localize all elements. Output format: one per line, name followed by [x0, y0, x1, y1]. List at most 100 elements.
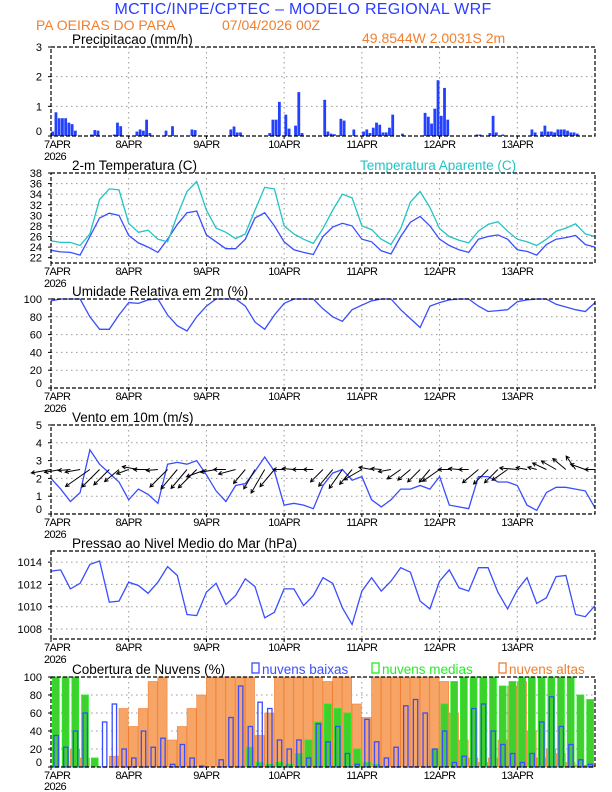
precip-bar [443, 87, 446, 136]
header-coords: 49.8544W 2.0031S 2m [362, 30, 505, 46]
legend-low-label: nuvens baixas [262, 662, 349, 677]
y-tick-label: 1014 [18, 557, 42, 569]
header-location: PA OEIRAS DO PARA [36, 17, 176, 33]
wind-arrow [328, 469, 343, 490]
x-tick-label: 11APR [346, 391, 378, 403]
wind-arrow [64, 469, 81, 474]
wind-marks [30, 448, 596, 512]
legend-medium-label: nuvens medias [382, 662, 473, 677]
y-tick-label: 28 [30, 221, 42, 233]
precip-bar [342, 120, 346, 136]
x-tick-label: 7APR [44, 642, 71, 654]
x-tick-label: 11APR [346, 642, 378, 654]
wind-arrow [145, 467, 158, 473]
precip-bar [559, 129, 563, 136]
x-tick-label: 9APR [193, 139, 220, 151]
clouds-panel: 020 40 60 80 100 7APR 8APR 9APR 10APR 11APR 12APR 1… [24, 672, 596, 792]
precip-bar [572, 132, 576, 136]
precip-bar [329, 133, 333, 136]
legend-medium-swatch [371, 662, 380, 674]
precip-bar [488, 133, 492, 136]
wind-arrow [483, 469, 499, 484]
precip-bar [93, 130, 97, 136]
x-tick-label: 10APR [268, 139, 301, 151]
x-tick-label: 11APR [346, 139, 378, 151]
wind-arrow [437, 467, 450, 472]
wind-arrow [272, 467, 285, 472]
precip-bar [575, 133, 579, 136]
wind-arrow [357, 465, 372, 471]
precip-bar [543, 125, 547, 136]
y-tick-label: 3 [36, 456, 42, 468]
precip-bar [426, 116, 430, 136]
x-tick-label: 11APR [346, 266, 378, 278]
y-tick-label: 1 [36, 101, 42, 113]
cloud-medium-bar [518, 676, 526, 768]
cloud-low-bar [441, 730, 448, 768]
cloud-low-bar [111, 703, 118, 768]
wind-arrow [461, 469, 479, 484]
wind-arrow [531, 462, 547, 470]
precip-bar [54, 112, 58, 136]
rh-panel: 020 40 60 80 100 7APR 8APR 9APR 10APR 11APR 12APR 1… [24, 294, 596, 415]
y-tick-label: 1008 [18, 624, 42, 636]
pressure-marks [50, 560, 596, 627]
x-tick-label: 7APR [44, 139, 71, 151]
precip-bar [51, 131, 55, 136]
cloud-medium-bar [460, 676, 468, 768]
x-tick-label: 13APR [501, 642, 534, 654]
cloud-low-bar [62, 746, 69, 768]
pressure-title: Pressao ao Nivel Medio do Mar (hPa) [72, 536, 297, 551]
precip-bar [549, 131, 553, 136]
rh-frame [50, 298, 596, 389]
y-tick-label: 30 [30, 210, 42, 222]
precip-bar [430, 123, 433, 136]
cloud-low-bar [266, 707, 273, 768]
x-tick-label: 9APR [193, 642, 220, 654]
wind-arrow [377, 468, 392, 474]
wind-arrow [526, 465, 537, 471]
precip-bar [375, 122, 378, 136]
x-tick-label: 9APR [193, 770, 220, 782]
precip-bar [546, 131, 550, 136]
cloud-low-bar [237, 685, 244, 768]
precip-bar [229, 129, 233, 136]
precip-bar [475, 134, 479, 136]
wind-arrow [177, 469, 198, 489]
x-tick-label: 11APR [346, 517, 378, 529]
cloud-low-bar [422, 712, 429, 768]
cloud-low-bar [101, 721, 108, 768]
x-tick-label: 13APR [501, 139, 534, 151]
x-tick-label: 10APR [268, 642, 301, 654]
wind-arrow [291, 467, 304, 472]
pressure-panel: 1008 1010 1012 1014 7APR 8APR 9APR 10APR 11APR 12… [18, 550, 596, 666]
precip-bar [439, 115, 443, 136]
x-year-label: 2026 [44, 278, 67, 290]
precip-bar [533, 132, 537, 136]
wind-arrow [515, 465, 528, 471]
precip-bar [232, 126, 236, 136]
y-tick-label: 32 [30, 200, 42, 212]
precip-bar [135, 131, 139, 136]
wind-arrow [457, 467, 469, 472]
cloud-high-bar [196, 694, 207, 768]
y-tick-label: 0 [36, 378, 42, 390]
wind-arrow [64, 469, 91, 488]
wind-arrow [212, 467, 226, 472]
rh-marks [50, 298, 596, 332]
x-tick-label: 12APR [424, 391, 457, 403]
precip-bar [381, 132, 385, 136]
legend-high-swatch [498, 662, 507, 674]
wind-arrow [281, 466, 294, 472]
apparent-temp-legend: Temperatura Aparente (C) [360, 158, 516, 173]
header-run-time: 07/04/2026 00Z [222, 17, 321, 33]
x-tick-label: 7APR [44, 266, 71, 278]
cloud-low-bar [189, 757, 195, 768]
x-tick-label: 7APR [44, 770, 71, 782]
x-tick-label: 12APR [424, 139, 457, 151]
precip-bar [73, 130, 77, 136]
x-tick-label: 8APR [116, 770, 143, 782]
y-tick-label: 38 [30, 168, 42, 180]
y-tick-label: 36 [30, 179, 42, 191]
x-tick-label: 8APR [116, 642, 143, 654]
